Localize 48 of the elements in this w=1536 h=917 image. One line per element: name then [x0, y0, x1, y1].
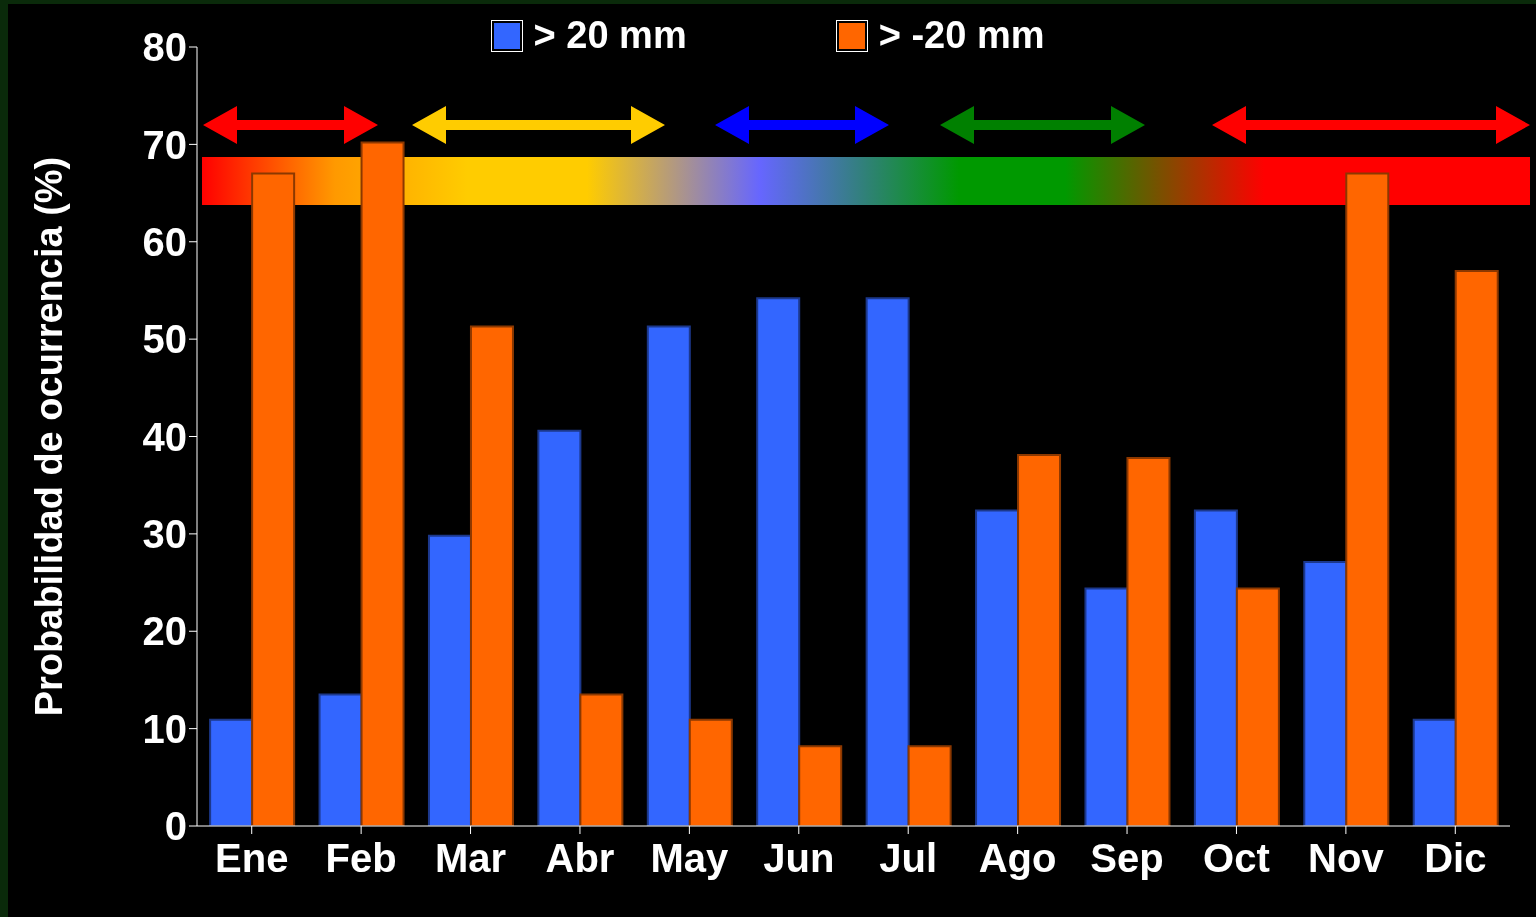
- bar: [469, 325, 514, 826]
- bar: [1454, 269, 1499, 826]
- y-axis-title: Probabilidad de ocurrencia (%): [28, 156, 70, 717]
- bar: [646, 325, 691, 826]
- bar: [756, 297, 801, 826]
- bar: [251, 172, 296, 826]
- bar: [1126, 456, 1171, 826]
- x-tick-label: Ago: [978, 836, 1057, 881]
- x-tick-label: Mar: [434, 836, 507, 881]
- bar: [1017, 454, 1062, 826]
- x-tick-label: Jul: [879, 836, 938, 881]
- x-tick-label: Dic: [1424, 836, 1487, 881]
- bar: [798, 745, 843, 826]
- x-tick-label: Abr: [545, 836, 615, 881]
- bar: [1084, 587, 1129, 826]
- bar: [975, 509, 1020, 826]
- bar: [865, 297, 910, 826]
- x-tick-label: Sep: [1090, 836, 1164, 881]
- bar: [1193, 509, 1238, 826]
- y-tick-label: 20: [142, 609, 187, 654]
- y-tick-label: 60: [142, 219, 187, 264]
- x-tick-label: Oct: [1203, 836, 1270, 881]
- y-tick-label: 10: [142, 706, 187, 751]
- bar: [360, 141, 405, 826]
- bar: [688, 718, 733, 826]
- y-tick-label: 70: [142, 122, 187, 167]
- bar: [579, 693, 624, 826]
- x-tick-label: Jun: [763, 836, 835, 881]
- y-tick-label: 0: [164, 804, 187, 849]
- y-tick-label: 30: [142, 512, 187, 557]
- bar: [537, 429, 582, 826]
- bar: [1412, 718, 1457, 826]
- legend-label: > 20 mm: [533, 14, 687, 57]
- x-tick-label: Ene: [215, 836, 289, 881]
- y-tick-label: 50: [142, 317, 187, 362]
- y-tick-label: 80: [142, 25, 187, 70]
- x-tick-label: Nov: [1308, 836, 1385, 881]
- bar: [907, 745, 952, 826]
- x-tick-label: May: [650, 836, 730, 881]
- bar: [1235, 587, 1280, 826]
- bar: [209, 718, 254, 826]
- legend-label: > -20 mm: [878, 14, 1045, 57]
- bar: [1303, 561, 1348, 826]
- bar: [318, 693, 363, 826]
- bar: [1345, 172, 1390, 826]
- x-tick-label: Feb: [325, 836, 397, 881]
- y-tick-label: 40: [142, 414, 187, 459]
- bar: [427, 534, 472, 826]
